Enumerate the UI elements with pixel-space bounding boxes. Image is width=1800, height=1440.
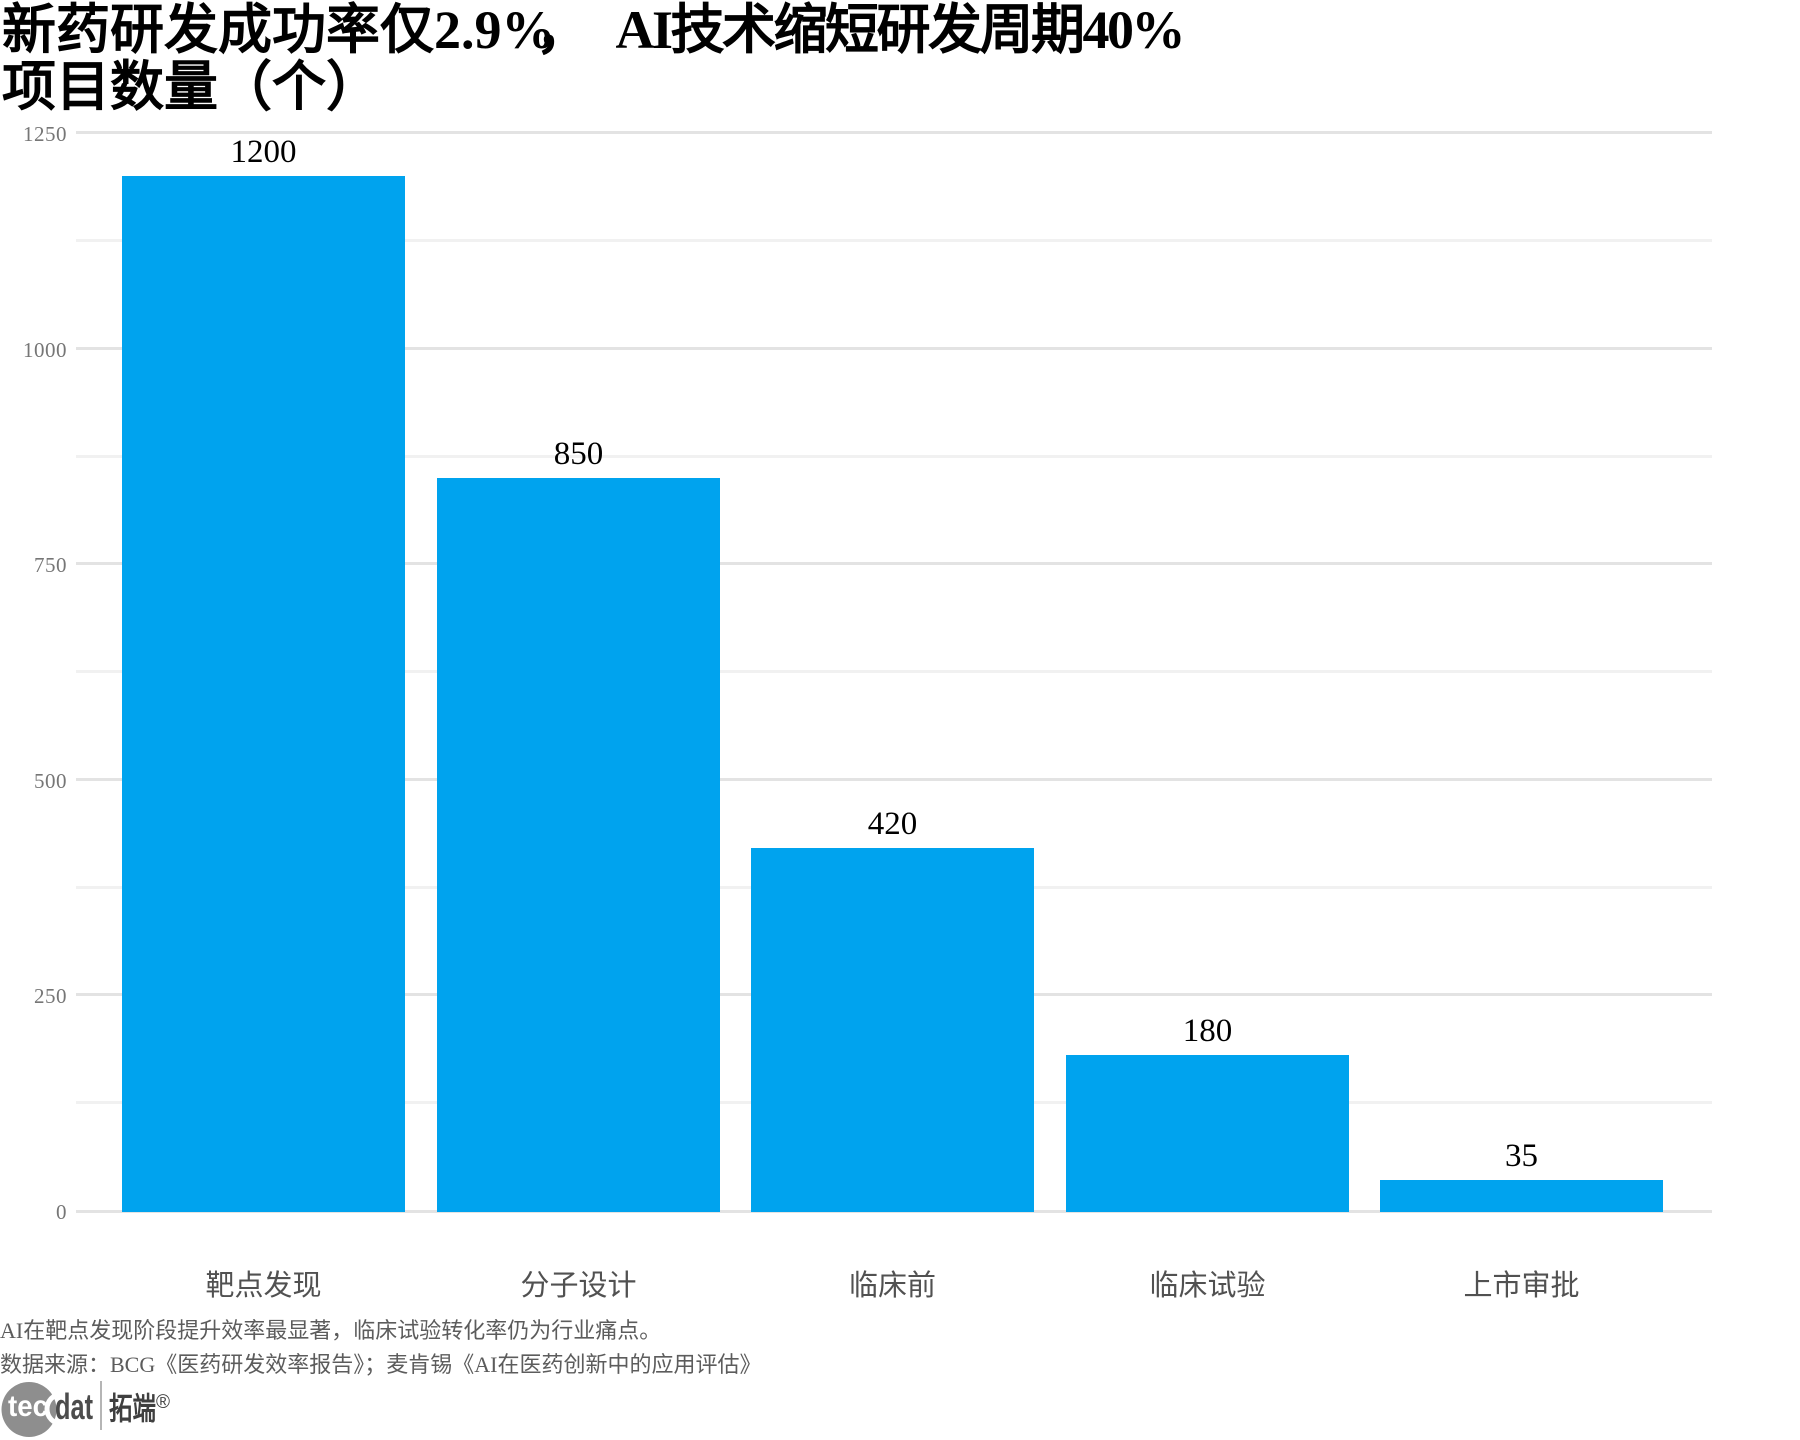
svg-text:拓端: 拓端: [109, 1392, 156, 1427]
svg-text:tec: tec: [8, 1390, 48, 1423]
svg-text:®: ®: [156, 1392, 170, 1413]
svg-text:dat: dat: [55, 1386, 93, 1427]
